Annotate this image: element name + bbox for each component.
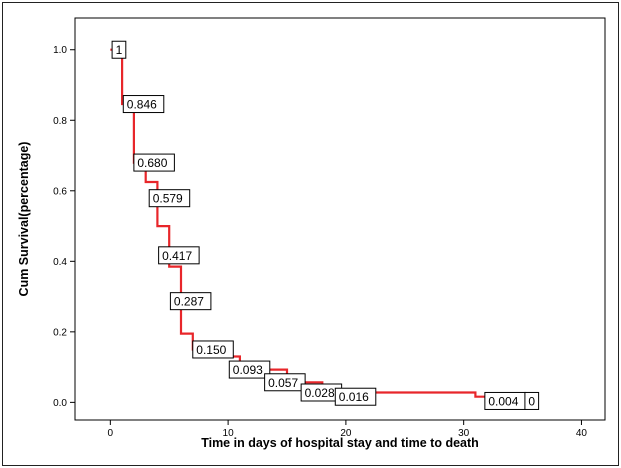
x-tick-label: 0 [108, 428, 114, 439]
y-tick-label: 0.6 [53, 186, 67, 197]
data-label-text: 0.093 [233, 363, 263, 377]
data-label-box [524, 391, 540, 410]
data-label: 0.579 [148, 189, 191, 208]
x-tick-label: 20 [340, 428, 352, 439]
data-label: 0.093 [228, 360, 271, 379]
data-label-box [111, 40, 127, 59]
x-tick-label: 30 [458, 428, 470, 439]
data-label-text: 0.150 [196, 343, 226, 357]
data-label-box [148, 189, 191, 208]
data-label: 0.028 [300, 383, 343, 402]
data-label: 0 [524, 391, 540, 410]
data-label-box [334, 387, 377, 406]
y-tick-label: 0.2 [53, 327, 67, 338]
y-axis: 0.0 0.2 0.4 0.6 0.8 1.0 [53, 45, 75, 409]
x-axis: 0 10 20 30 40 [108, 420, 588, 439]
x-tick-label: 10 [223, 428, 235, 439]
data-label-text: 0.004 [488, 394, 518, 408]
data-label-text: 0.057 [268, 376, 298, 390]
data-label-box [158, 246, 200, 265]
y-tick-label: 0.0 [53, 398, 67, 409]
data-label-box [169, 292, 212, 311]
data-labels-layer: 1 0.846 0.680 0.579 0.417 0.287 0.150 0.093 0.05… [111, 40, 540, 410]
y-tick-label: 1.0 [53, 45, 67, 56]
data-label-box [228, 360, 271, 379]
data-label: 0.150 [192, 340, 234, 359]
data-label-text: 0.579 [153, 192, 183, 206]
data-label: 0.004 [484, 391, 526, 410]
data-label-box [192, 340, 234, 359]
data-label: 0.287 [169, 292, 212, 311]
x-axis-title: Time in days of hospital stay and time t… [201, 436, 479, 450]
y-tick-label: 0.4 [53, 257, 67, 268]
data-label-box [133, 153, 175, 172]
y-tick-label: 0.8 [53, 116, 67, 127]
data-label-text: 0.028 [305, 386, 335, 400]
data-label-text: 0 [528, 394, 535, 408]
x-tick-label: 40 [576, 428, 588, 439]
data-label-text: 0.680 [137, 156, 167, 170]
data-label: 0.846 [122, 95, 165, 114]
data-label-text: 1 [116, 43, 123, 57]
data-label-text: 0.846 [127, 98, 157, 112]
data-label-box [122, 95, 165, 114]
data-label: 0.417 [158, 246, 200, 265]
data-label: 0.680 [133, 153, 175, 172]
data-label: 0.057 [264, 373, 306, 392]
data-label: 1 [111, 40, 127, 59]
y-axis-title: Cum Survival(percentage) [17, 142, 31, 297]
data-label-box [264, 373, 306, 392]
data-label: 0.016 [334, 387, 377, 406]
data-label-text: 0.016 [339, 390, 369, 404]
plot-area [74, 17, 606, 421]
data-label-text: 0.417 [162, 249, 192, 263]
data-label-text: 0.287 [174, 295, 204, 309]
